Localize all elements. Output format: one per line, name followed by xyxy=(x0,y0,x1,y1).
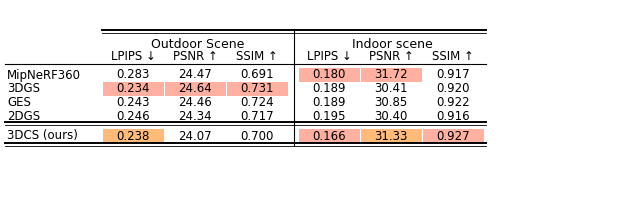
Bar xyxy=(102,129,163,143)
Text: 0.917: 0.917 xyxy=(436,68,470,82)
Text: PSNR ↑: PSNR ↑ xyxy=(173,51,218,63)
Text: 0.700: 0.700 xyxy=(240,130,274,142)
Bar xyxy=(227,82,287,96)
Text: 0.731: 0.731 xyxy=(240,83,274,95)
Text: PSNR ↑: PSNR ↑ xyxy=(369,51,413,63)
Text: 0.724: 0.724 xyxy=(240,97,274,109)
Text: 0.195: 0.195 xyxy=(312,110,346,124)
Text: 0.189: 0.189 xyxy=(312,83,346,95)
Text: 31.72: 31.72 xyxy=(374,68,408,82)
Text: 0.180: 0.180 xyxy=(312,68,346,82)
Text: 0.922: 0.922 xyxy=(436,97,470,109)
Bar xyxy=(360,129,422,143)
Text: Indoor scene: Indoor scene xyxy=(351,38,433,52)
Bar xyxy=(360,68,422,82)
Text: 30.85: 30.85 xyxy=(374,97,408,109)
Text: 0.691: 0.691 xyxy=(240,68,274,82)
Text: 0.189: 0.189 xyxy=(312,97,346,109)
Text: 24.34: 24.34 xyxy=(178,110,212,124)
Bar xyxy=(164,82,225,96)
Text: 0.166: 0.166 xyxy=(312,130,346,142)
Text: 24.46: 24.46 xyxy=(178,97,212,109)
Bar xyxy=(102,82,163,96)
Text: 24.47: 24.47 xyxy=(178,68,212,82)
Text: Outdoor Scene: Outdoor Scene xyxy=(151,38,244,52)
Text: LPIPS ↓: LPIPS ↓ xyxy=(307,51,351,63)
Text: 30.41: 30.41 xyxy=(374,83,408,95)
Text: 0.243: 0.243 xyxy=(116,97,150,109)
Text: 2DGS: 2DGS xyxy=(7,110,40,124)
Text: SSIM ↑: SSIM ↑ xyxy=(236,51,278,63)
Text: MipNeRF360: MipNeRF360 xyxy=(7,68,81,82)
Text: 0.717: 0.717 xyxy=(240,110,274,124)
Text: 31.33: 31.33 xyxy=(374,130,408,142)
Bar xyxy=(298,129,360,143)
Text: 0.283: 0.283 xyxy=(116,68,150,82)
Text: LPIPS ↓: LPIPS ↓ xyxy=(111,51,156,63)
Text: 24.07: 24.07 xyxy=(178,130,212,142)
Text: 0.234: 0.234 xyxy=(116,83,150,95)
Bar xyxy=(422,129,483,143)
Text: SSIM ↑: SSIM ↑ xyxy=(432,51,474,63)
Text: 3DCS (ours): 3DCS (ours) xyxy=(7,130,78,142)
Text: 3DGS: 3DGS xyxy=(7,83,40,95)
Text: GES: GES xyxy=(7,97,31,109)
Text: 0.238: 0.238 xyxy=(116,130,150,142)
Text: 24.64: 24.64 xyxy=(178,83,212,95)
Text: 0.927: 0.927 xyxy=(436,130,470,142)
Text: 0.246: 0.246 xyxy=(116,110,150,124)
Text: 0.920: 0.920 xyxy=(436,83,470,95)
Bar xyxy=(298,68,360,82)
Text: 30.40: 30.40 xyxy=(374,110,408,124)
Text: 0.916: 0.916 xyxy=(436,110,470,124)
